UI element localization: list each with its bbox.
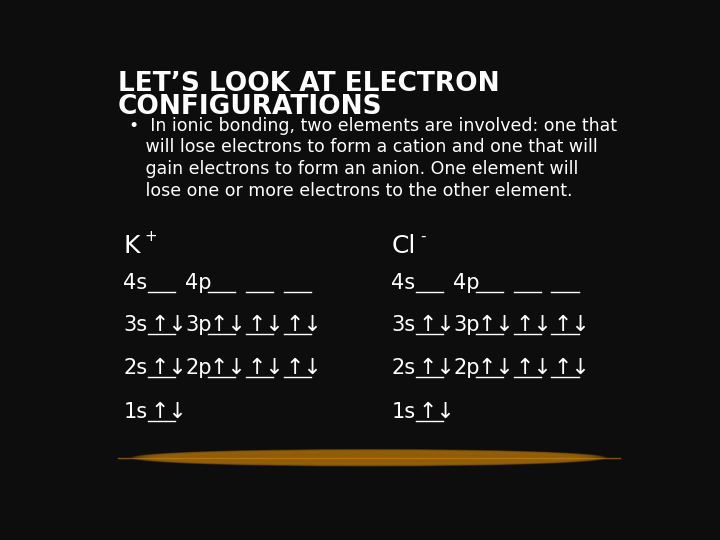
Text: ↑↓: ↑↓ <box>150 315 187 335</box>
Text: ↑↓: ↑↓ <box>554 315 590 335</box>
Text: ↑↓: ↑↓ <box>516 315 552 335</box>
Text: +: + <box>145 229 157 244</box>
Ellipse shape <box>140 450 598 465</box>
Text: 2s: 2s <box>124 359 148 379</box>
Text: 1s: 1s <box>392 402 415 422</box>
Ellipse shape <box>144 451 594 465</box>
Text: 2p: 2p <box>454 359 480 379</box>
Text: ↑↓: ↑↓ <box>210 315 247 335</box>
Text: -: - <box>420 229 426 244</box>
Ellipse shape <box>137 450 601 465</box>
Text: 4s: 4s <box>392 273 415 293</box>
Ellipse shape <box>132 449 606 466</box>
Ellipse shape <box>135 450 603 465</box>
Text: ↑↓: ↑↓ <box>248 359 284 379</box>
Text: 3s: 3s <box>392 315 415 335</box>
Text: 4s: 4s <box>124 273 148 293</box>
Text: ↑↓: ↑↓ <box>286 359 323 379</box>
Text: K: K <box>124 234 140 258</box>
Text: ↑↓: ↑↓ <box>478 315 515 335</box>
Text: 3p: 3p <box>186 315 212 335</box>
Ellipse shape <box>145 451 593 465</box>
Text: 4p: 4p <box>454 273 480 293</box>
Text: ↑↓: ↑↓ <box>516 359 552 379</box>
Text: 1s: 1s <box>124 402 148 422</box>
Text: will lose electrons to form a cation and one that will: will lose electrons to form a cation and… <box>118 138 598 157</box>
Ellipse shape <box>133 449 605 466</box>
Text: ↑↓: ↑↓ <box>418 359 455 379</box>
Text: ↑↓: ↑↓ <box>418 402 455 422</box>
Text: 3s: 3s <box>124 315 148 335</box>
Text: ↑↓: ↑↓ <box>150 359 187 379</box>
Text: LET’S LOOK AT ELECTRON: LET’S LOOK AT ELECTRON <box>118 71 500 97</box>
Text: ↑↓: ↑↓ <box>210 359 247 379</box>
Text: 2p: 2p <box>186 359 212 379</box>
Text: ↑↓: ↑↓ <box>418 315 455 335</box>
Text: ↑↓: ↑↓ <box>286 315 323 335</box>
Text: CONFIGURATIONS: CONFIGURATIONS <box>118 94 382 120</box>
Ellipse shape <box>138 450 600 465</box>
Ellipse shape <box>141 450 597 465</box>
Ellipse shape <box>134 450 604 466</box>
Text: ↑↓: ↑↓ <box>554 359 590 379</box>
Text: ↑↓: ↑↓ <box>478 359 515 379</box>
Text: Cl: Cl <box>392 234 415 258</box>
Text: lose one or more electrons to the other element.: lose one or more electrons to the other … <box>118 181 572 200</box>
Text: ↑↓: ↑↓ <box>150 402 187 422</box>
Ellipse shape <box>139 450 599 465</box>
Text: 4p: 4p <box>186 273 212 293</box>
Text: 2s: 2s <box>392 359 415 379</box>
Text: •  In ionic bonding, two elements are involved: one that: • In ionic bonding, two elements are inv… <box>118 117 617 135</box>
Ellipse shape <box>143 450 595 465</box>
Text: gain electrons to form an anion. One element will: gain electrons to form an anion. One ele… <box>118 160 578 178</box>
Text: 3p: 3p <box>454 315 480 335</box>
Text: ↑↓: ↑↓ <box>248 315 284 335</box>
